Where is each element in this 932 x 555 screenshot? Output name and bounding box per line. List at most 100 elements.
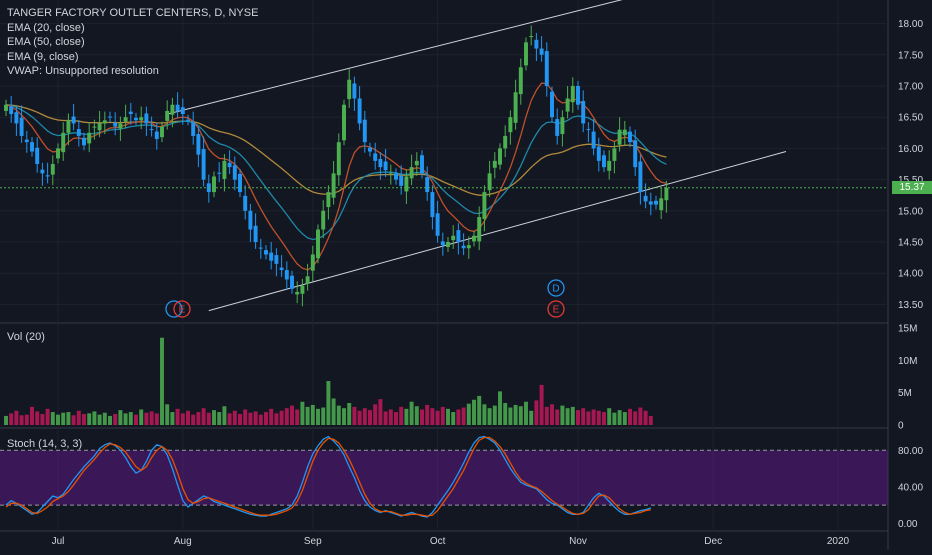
candle-body — [19, 117, 24, 136]
candle-body — [466, 245, 471, 249]
time-tick-label: Aug — [174, 536, 192, 547]
volume-bar — [336, 405, 341, 425]
candle-body — [274, 255, 279, 264]
legend-vwap[interactable]: VWAP: Unsupported resolution — [7, 65, 159, 77]
earnings-marker-ring-circle — [165, 300, 183, 318]
volume-bar — [643, 410, 648, 425]
volume-bar — [87, 413, 92, 425]
candle-body — [383, 161, 388, 171]
volume-bar — [227, 413, 232, 425]
candle-body — [342, 104, 346, 141]
earnings-marker-circle — [173, 300, 191, 318]
volume-bar — [472, 399, 476, 425]
candle-body — [550, 91, 554, 118]
candle-body — [560, 117, 565, 135]
volume-bar — [139, 409, 144, 425]
volume-bar — [633, 411, 638, 425]
candle-body — [508, 117, 513, 133]
volume-bar — [648, 415, 653, 425]
stoch-d-line — [5, 436, 651, 517]
volume-pane-title[interactable]: Vol (20) — [7, 331, 45, 343]
volume-bar — [321, 407, 326, 425]
candle-body — [492, 160, 497, 168]
volume-bar — [305, 406, 310, 425]
legend-ema9[interactable]: EMA (9, close) — [7, 50, 79, 63]
candle-body — [648, 201, 653, 205]
candle-body — [586, 129, 591, 131]
candle-body — [576, 86, 580, 105]
candle-body — [388, 173, 393, 175]
candle-body — [102, 120, 107, 124]
candle-body — [50, 164, 55, 175]
volume-bar — [550, 404, 554, 425]
candle-body — [243, 195, 248, 211]
volume-bar — [279, 410, 284, 425]
candle-body — [128, 111, 133, 115]
price-tick-label: 15.00 — [898, 206, 923, 217]
channel-upper-line — [167, 0, 623, 115]
candle-body — [487, 173, 492, 191]
volume-bar — [388, 409, 393, 425]
volume-bar — [425, 404, 430, 425]
candle-body — [253, 225, 258, 242]
volume-bar — [518, 406, 523, 425]
candle-body — [212, 176, 216, 193]
dividend-marker-circle — [547, 279, 565, 297]
stoch-pane-title[interactable]: Stoch (14, 3, 3) — [7, 438, 83, 450]
volume-bar — [97, 414, 102, 425]
candle-body — [461, 245, 466, 249]
volume-bar — [446, 408, 450, 425]
candle-body — [139, 117, 144, 121]
candle-body — [82, 137, 86, 146]
volume-bar — [591, 409, 596, 425]
candle-body — [87, 132, 92, 144]
candle-body — [160, 126, 164, 138]
volume-bar — [238, 414, 242, 425]
candle-body — [4, 104, 8, 111]
volume-bar — [206, 412, 211, 425]
candle-body — [622, 129, 627, 136]
volume-bar — [222, 406, 227, 425]
candle-body — [175, 104, 180, 111]
legend-ema20[interactable]: EMA (20, close) — [7, 21, 85, 34]
volume-bar — [316, 408, 320, 425]
volume-bar — [92, 411, 97, 425]
candle-body — [414, 160, 419, 166]
candle-body — [123, 117, 128, 122]
candle-body — [134, 117, 138, 121]
volume-bar — [362, 408, 367, 425]
legend-ema50[interactable]: EMA (50, close) — [7, 36, 85, 48]
volume-bar — [144, 412, 149, 425]
candle-body — [71, 116, 76, 124]
volume-bar — [524, 401, 528, 425]
candle-body — [196, 134, 201, 155]
candle-body — [404, 176, 409, 192]
volume-bar — [602, 412, 606, 425]
candle-body — [300, 285, 305, 294]
candle-body — [191, 122, 196, 136]
volume-bar — [191, 414, 196, 425]
volume-bar — [4, 415, 8, 425]
volume-bar — [50, 412, 55, 425]
candle-body — [222, 160, 227, 179]
volume-bar — [180, 413, 185, 425]
candle-body — [352, 83, 357, 99]
candle-body — [570, 86, 575, 103]
candle-body — [596, 146, 601, 161]
chart-title[interactable]: TANGER FACTORY OUTLET CENTERS, D, NYSE — [7, 7, 259, 19]
volume-bar — [149, 411, 154, 425]
candle-body — [654, 200, 658, 205]
candle-body — [368, 147, 372, 152]
candle-body — [435, 213, 440, 236]
volume-bar — [503, 403, 508, 425]
volume-bar — [628, 408, 632, 425]
volume-bar — [570, 406, 575, 425]
volume-tick-label: 0 — [898, 421, 904, 432]
candle-body — [591, 131, 596, 149]
volume-bar — [66, 412, 71, 425]
candle-body — [399, 175, 404, 186]
volume-bar — [123, 413, 128, 425]
earnings-marker: E — [179, 305, 186, 316]
candle-body — [524, 42, 528, 66]
